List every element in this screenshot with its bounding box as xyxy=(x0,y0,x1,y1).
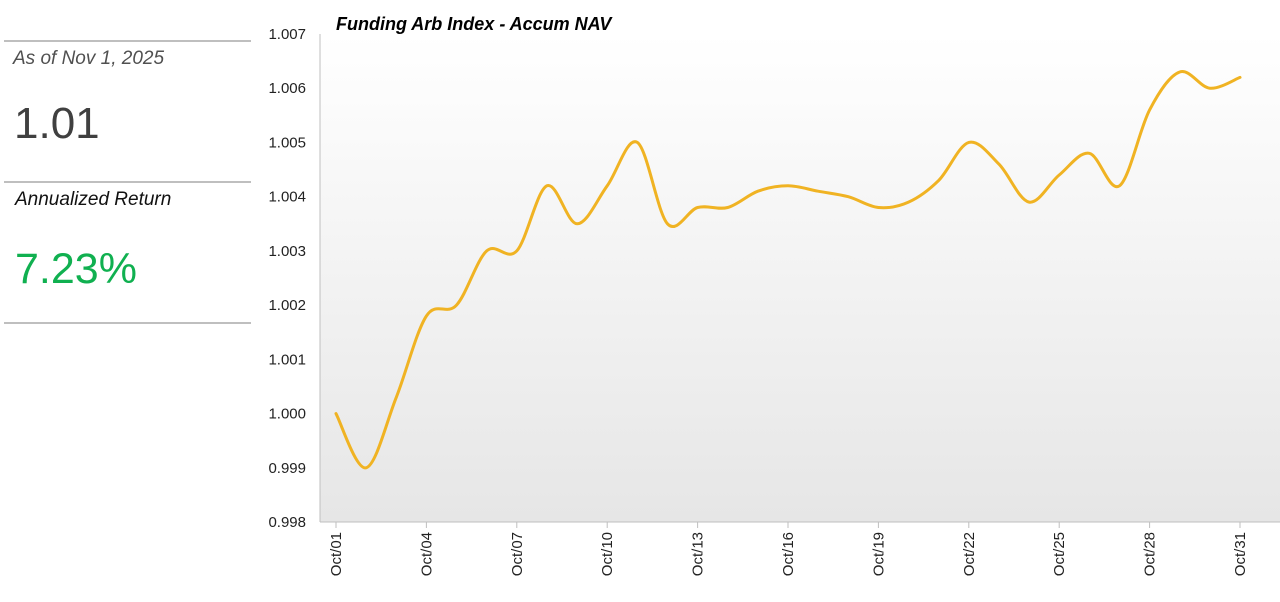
x-tick-label: Oct/31 xyxy=(1232,532,1249,576)
x-tick-label: Oct/04 xyxy=(418,532,435,576)
y-tick-label: 1.002 xyxy=(268,297,306,314)
as-of-label: As of Nov 1, 2025 xyxy=(13,48,165,69)
chart-title: Funding Arb Index - Accum NAV xyxy=(336,14,613,34)
x-tick-label: Oct/22 xyxy=(961,532,978,576)
y-tick-label: 1.005 xyxy=(268,134,306,151)
summary-panel: As of Nov 1, 2025 1.01 Annualized Return… xyxy=(0,0,252,602)
annualized-return-value: 7.23% xyxy=(15,245,137,293)
y-tick-label: 0.999 xyxy=(268,460,306,477)
annualized-return-label: Annualized Return xyxy=(15,189,172,210)
x-axis: Oct/01 Oct/04 Oct/07 Oct/10 Oct/13 Oct/16 Oct/… xyxy=(320,521,1280,576)
x-tick-label: Oct/25 xyxy=(1051,532,1068,576)
x-tick-label: Oct/07 xyxy=(509,532,526,576)
x-tick-label: Oct/01 xyxy=(328,532,345,576)
y-tick-label: 1.001 xyxy=(268,351,306,368)
y-tick-label: 1.007 xyxy=(268,26,306,43)
divider xyxy=(4,322,251,324)
x-tick-label: Oct/19 xyxy=(870,532,887,576)
divider xyxy=(4,40,251,42)
x-tick-label: Oct/16 xyxy=(780,532,797,576)
y-tick-label: 0.998 xyxy=(268,514,306,531)
divider xyxy=(4,181,251,183)
series-line xyxy=(334,70,1242,470)
y-tick-label: 1.003 xyxy=(268,243,306,260)
y-tick-label: 1.000 xyxy=(268,406,306,423)
plot-area xyxy=(320,34,1280,522)
x-tick-label: Oct/13 xyxy=(690,532,707,576)
x-tick-label: Oct/28 xyxy=(1142,532,1159,576)
y-axis: 0.998 0.999 1.000 1.001 1.002 1.003 1.004 1.005… xyxy=(268,26,321,531)
y-tick-label: 1.006 xyxy=(268,80,306,97)
nav-value: 1.01 xyxy=(14,99,100,148)
nav-line-chart: Funding Arb Index - Accum NAV 0.998 0.999… xyxy=(268,14,1280,576)
y-tick-label: 1.004 xyxy=(268,189,306,206)
x-tick-label: Oct/10 xyxy=(599,532,616,576)
